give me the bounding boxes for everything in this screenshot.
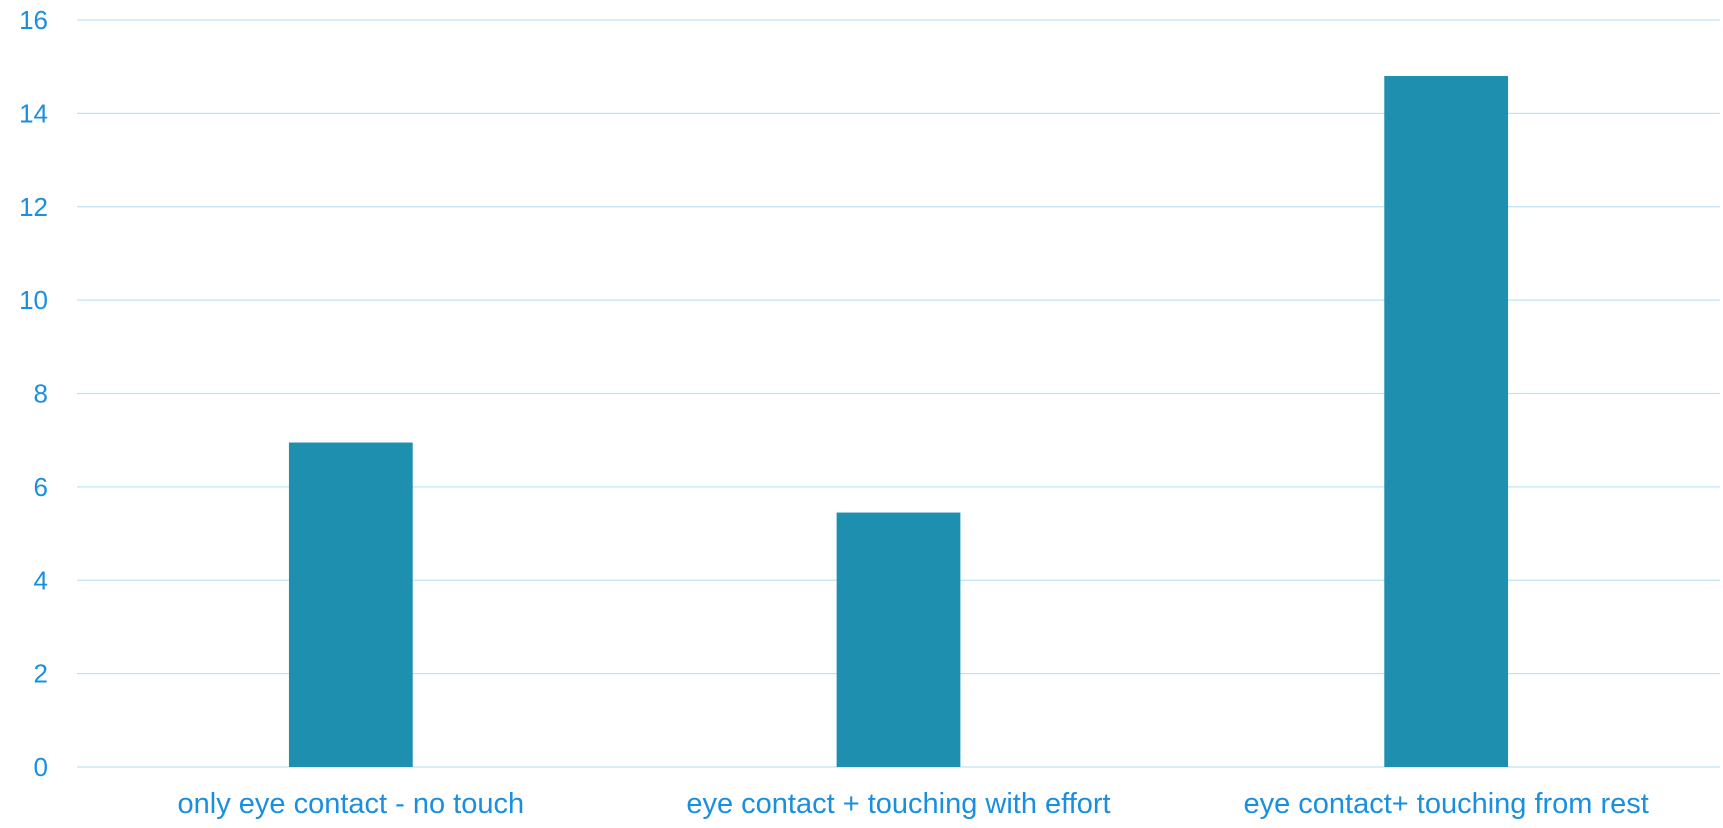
bar [836,512,961,767]
y-tick-label: 0 [34,752,48,782]
y-axis-tick-labels: 0 2 4 6 8 10 12 14 16 [19,5,48,782]
y-tick-label: 10 [19,285,48,315]
y-tick-label: 12 [19,192,48,222]
y-tick-label: 8 [34,379,48,409]
x-axis-tick-labels: only eye contact - no touch eye contact +… [178,788,1649,820]
y-tick-label: 2 [34,659,48,689]
bar [288,442,413,767]
x-tick-label: eye contact+ touching from rest [1243,788,1648,820]
x-tick-label: eye contact + touching with effort [686,788,1110,820]
x-tick-label: only eye contact - no touch [178,788,525,820]
y-tick-label: 6 [34,472,48,502]
y-tick-label: 4 [34,565,48,595]
y-tick-label: 16 [19,5,48,35]
y-tick-label: 14 [19,98,48,128]
bars [288,76,1509,767]
bar [1384,76,1509,767]
